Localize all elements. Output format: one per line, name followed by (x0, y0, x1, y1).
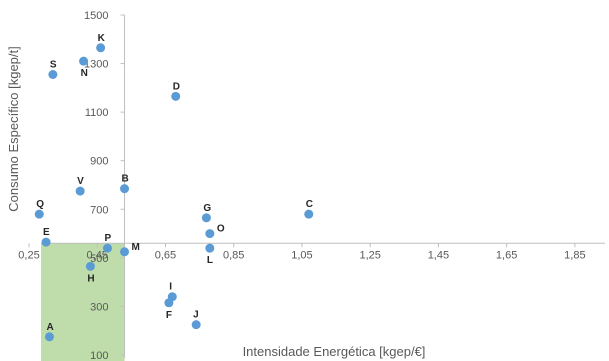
data-point-g (201, 213, 211, 223)
x-tick-label: 0,85 (223, 249, 244, 261)
y-tick-label: 1100 (85, 107, 109, 119)
point-label: L (207, 255, 213, 266)
x-tick-label: 1,25 (359, 249, 380, 261)
data-point-k (96, 43, 106, 53)
data-point-q (34, 209, 44, 219)
point-label: V (77, 176, 84, 187)
data-point-p (102, 243, 112, 253)
point-label: N (81, 68, 88, 79)
data-point-h (85, 261, 95, 271)
y-tick-label: 1300 (84, 59, 108, 71)
x-tick-label: 1,45 (428, 249, 449, 261)
data-point-s (48, 70, 58, 79)
x-tick-label: 0,25 (18, 249, 39, 261)
x-tick-label: 1,85 (564, 249, 585, 261)
y-tick-label: 1500 (84, 10, 108, 22)
point-label: M (132, 242, 140, 253)
y-tick-label: 900 (90, 156, 108, 168)
data-point-d (171, 91, 181, 101)
y-axis-title: Consumo Específico [kgep/t] (6, 46, 21, 211)
point-label: C (306, 199, 313, 210)
y-tick-label: 700 (90, 204, 108, 216)
point-label: B (122, 174, 129, 185)
data-point-l (205, 243, 215, 253)
highlight-region (41, 243, 125, 361)
data-point-n (79, 56, 89, 66)
data-point-m (120, 247, 130, 257)
x-tick-label: 0,65 (155, 249, 176, 261)
x-tick-label: 0,45 (87, 249, 108, 261)
data-point-c (304, 209, 314, 219)
data-point-j (191, 320, 201, 330)
point-label: P (104, 233, 111, 244)
x-axis-title: Intensidade Energética [kgep/€] (243, 344, 426, 359)
data-point-e (41, 237, 51, 247)
point-label: H (87, 273, 94, 284)
point-label: Q (36, 199, 44, 210)
y-tick-label: 500 (90, 253, 108, 265)
data-point-b (120, 184, 130, 194)
point-label: S (50, 60, 57, 71)
x-tick-label: 1,65 (496, 249, 517, 261)
point-label: D (173, 81, 180, 92)
point-label: E (43, 227, 50, 238)
point-label: K (98, 33, 106, 44)
data-point-v (75, 186, 85, 196)
x-tick-label: 1,05 (291, 249, 312, 261)
data-point-o (205, 229, 215, 239)
point-label: J (193, 310, 199, 321)
data-point-i (167, 292, 177, 302)
point-label: F (166, 310, 172, 321)
point-label: O (217, 224, 225, 235)
point-label: A (46, 322, 53, 333)
point-label: G (203, 203, 211, 214)
y-tick-label: 100 (90, 350, 108, 361)
y-tick-label: 300 (90, 301, 108, 313)
point-label: I (169, 282, 172, 293)
data-point-a (44, 332, 54, 342)
